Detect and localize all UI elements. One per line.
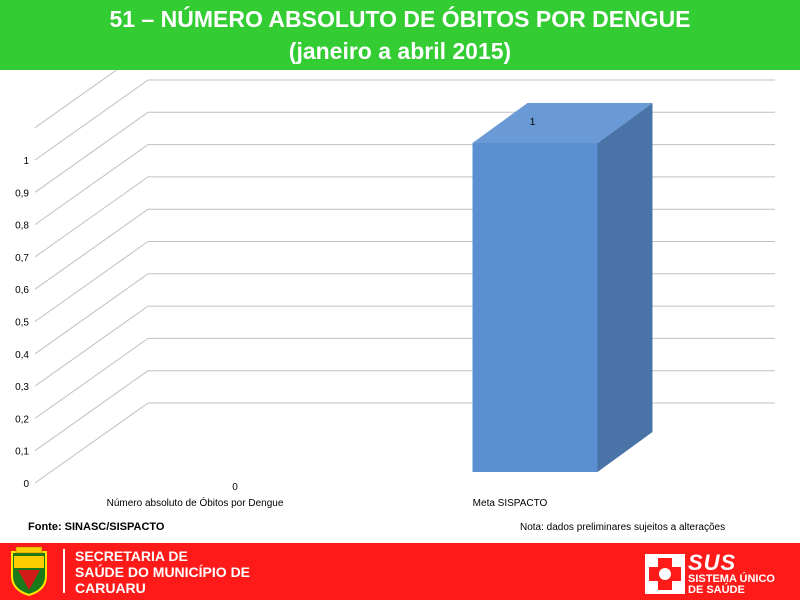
gridline-side: [34, 402, 149, 484]
bar-chart: 00,10,20,30,40,50,60,70,80,91 01 Número …: [15, 70, 775, 509]
y-tick-label: 0: [23, 479, 29, 490]
gridline-side: [34, 70, 118, 129]
sus-subtitle: SISTEMA ÚNICO DE SAÚDE: [688, 573, 775, 596]
x-category-label: Meta SISPACTO: [473, 498, 548, 509]
gridline-side: [34, 305, 149, 387]
gridline-side: [34, 337, 149, 419]
bar: [472, 143, 598, 472]
gridline-side: [34, 241, 149, 322]
data-label: 1: [530, 117, 536, 128]
gridline-side: [34, 208, 149, 290]
secretaria-text: SECRETARIA DE SAÚDE DO MUNICÍPIO DE CARU…: [75, 548, 251, 596]
bar-side: [597, 103, 653, 472]
y-tick-label: 0,7: [15, 253, 29, 264]
gridline-side: [34, 176, 149, 258]
bar-top: [472, 103, 653, 143]
y-tick-label: 0,6: [15, 285, 29, 296]
y-axis-ticks: 0 0,1 0,2 0,3 0,4 0,5 0,6 0,7 0,8 0,9 1: [15, 156, 29, 490]
chart-gridlines: [34, 70, 775, 484]
source-caption: Fonte: SINASC/SISPACTO: [28, 521, 165, 533]
y-tick-label: 0,3: [15, 382, 29, 393]
chart-title: 51 – NÚMERO ABSOLUTO DE ÓBITOS POR DENGU…: [109, 6, 691, 32]
y-tick-label: 0,9: [15, 188, 29, 199]
title-bar: 51 – NÚMERO ABSOLUTO DE ÓBITOS POR DENGU…: [0, 0, 800, 70]
x-axis-labels: Número absoluto de Óbitos por Dengue Meta…: [107, 496, 548, 509]
footer-divider: [63, 549, 65, 593]
footer-bar: SECRETARIA DE SAÚDE DO MUNICÍPIO DE CARU…: [0, 543, 800, 600]
y-tick-label: 0,8: [15, 221, 29, 232]
x-category-label: Número absoluto de Óbitos por Dengue: [107, 496, 284, 509]
caruaru-crest-icon: [11, 546, 47, 596]
gridline-side: [34, 370, 149, 452]
y-tick-label: 0,2: [15, 414, 29, 425]
y-tick-label: 0,4: [15, 350, 29, 361]
gridline-side: [34, 79, 149, 161]
y-tick-label: 0,5: [15, 318, 29, 329]
gridline-side: [34, 144, 149, 226]
gridline-side: [34, 111, 149, 193]
gridline-side: [34, 273, 149, 355]
sus-logo-text: SUS: [688, 550, 737, 575]
y-tick-label: 1: [23, 156, 29, 167]
note-caption: Nota: dados preliminares sujeitos a alte…: [520, 522, 726, 533]
chart-bars: 01: [232, 103, 653, 493]
chart-subtitle: (janeiro a abril 2015): [288, 38, 512, 64]
data-label: 0: [232, 482, 238, 493]
sus-cross-icon: [645, 554, 685, 594]
y-tick-label: 0,1: [15, 447, 29, 458]
